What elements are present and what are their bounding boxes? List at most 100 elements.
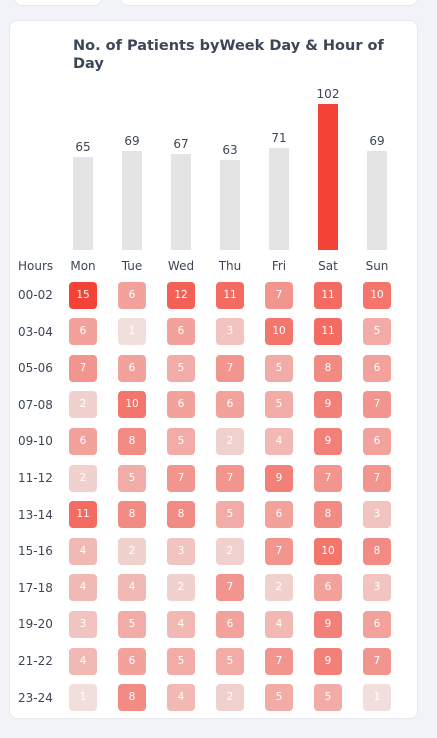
chart-title: No. of Patients byWeek Day & Hour of Day bbox=[73, 38, 384, 72]
day-total-bar bbox=[171, 154, 191, 250]
heatmap-cell: 1 bbox=[69, 684, 97, 712]
heatmap-cell: 6 bbox=[167, 391, 195, 419]
hour-row-label: 17-18 bbox=[18, 580, 53, 595]
day-total-label: 71 bbox=[271, 131, 287, 146]
day-total-bar bbox=[122, 151, 142, 250]
heatmap-cell: 9 bbox=[314, 427, 342, 455]
heatmap-cell: 2 bbox=[118, 537, 146, 565]
hour-row-label: 23-24 bbox=[18, 690, 53, 705]
heatmap-cell: 6 bbox=[363, 427, 391, 455]
day-total-label: 102 bbox=[316, 87, 340, 102]
day-total-bar bbox=[73, 157, 93, 250]
hour-row-label: 19-20 bbox=[18, 617, 53, 632]
heatmap-cell: 5 bbox=[314, 684, 342, 712]
heatmap-cell: 7 bbox=[216, 354, 244, 382]
heatmap-cell: 11 bbox=[69, 501, 97, 529]
heatmap-cell: 4 bbox=[69, 647, 97, 675]
heatmap-cell: 5 bbox=[118, 464, 146, 492]
day-total-label: 69 bbox=[124, 134, 140, 149]
heatmap-cell: 8 bbox=[314, 501, 342, 529]
hour-row-label: 07-08 bbox=[18, 397, 53, 412]
heatmap-cell: 8 bbox=[118, 427, 146, 455]
heatmap-cell: 6 bbox=[69, 427, 97, 455]
heatmap-cell: 4 bbox=[69, 574, 97, 602]
heatmap-cell: 7 bbox=[167, 464, 195, 492]
heatmap-cell: 5 bbox=[216, 647, 244, 675]
hour-row-label: 05-06 bbox=[18, 361, 53, 376]
heatmap-cell: 6 bbox=[216, 391, 244, 419]
heatmap-cell: 5 bbox=[265, 684, 293, 712]
heatmap-cell: 7 bbox=[69, 354, 97, 382]
heatmap-cell: 12 bbox=[167, 281, 195, 309]
day-total-bar bbox=[220, 159, 240, 250]
heatmap-cell: 4 bbox=[167, 684, 195, 712]
day-header: Tue bbox=[121, 259, 143, 273]
heatmap-cell: 6 bbox=[118, 354, 146, 382]
heatmap-cell: 5 bbox=[265, 391, 293, 419]
heatmap-cell: 7 bbox=[363, 464, 391, 492]
heatmap-cell: 5 bbox=[167, 427, 195, 455]
day-header: Sun bbox=[365, 259, 389, 273]
hour-row-label: 13-14 bbox=[18, 507, 53, 522]
hour-row-label: 21-22 bbox=[18, 654, 53, 668]
heatmap-cell: 10 bbox=[118, 391, 146, 419]
hour-row-label: 09-10 bbox=[18, 434, 53, 449]
day-header: Mon bbox=[70, 259, 96, 273]
heatmap-cell: 8 bbox=[363, 537, 391, 565]
day-total-label: 63 bbox=[222, 142, 238, 157]
heatmap-cell: 7 bbox=[265, 537, 293, 565]
day-header: Wed bbox=[167, 259, 195, 273]
heatmap-cell: 5 bbox=[216, 501, 244, 529]
heatmap-cell: 9 bbox=[265, 464, 293, 492]
heatmap-cell: 11 bbox=[314, 318, 342, 346]
heatmap-cell: 5 bbox=[167, 354, 195, 382]
heatmap-cell: 2 bbox=[216, 427, 244, 455]
heatmap-cell: 5 bbox=[265, 354, 293, 382]
heatmap-cell: 3 bbox=[363, 574, 391, 602]
heatmap-cell: 10 bbox=[314, 537, 342, 565]
heatmap-cell: 6 bbox=[118, 647, 146, 675]
heatmap-cell: 2 bbox=[69, 391, 97, 419]
day-header: Sat bbox=[318, 259, 338, 273]
hour-row-label: 00-02 bbox=[18, 288, 53, 302]
day-total-label: 65 bbox=[75, 140, 91, 155]
heatmap-cell: 2 bbox=[216, 684, 244, 712]
hour-row-label: 11-12 bbox=[18, 471, 53, 485]
heatmap-cell: 4 bbox=[69, 537, 97, 565]
heatmap-cell: 15 bbox=[69, 281, 97, 309]
heatmap-cell: 1 bbox=[118, 318, 146, 346]
day-header: Thu bbox=[218, 259, 242, 273]
heatmap-cell: 2 bbox=[69, 464, 97, 492]
heatmap-cell: 4 bbox=[265, 427, 293, 455]
heatmap-cell: 7 bbox=[216, 464, 244, 492]
heatmap-cell: 9 bbox=[314, 647, 342, 675]
heatmap-cell: 8 bbox=[167, 501, 195, 529]
hours-axis-label: Hours bbox=[18, 259, 54, 273]
heatmap-cell: 6 bbox=[69, 318, 97, 346]
day-total-bar bbox=[318, 104, 338, 250]
heatmap-cell: 6 bbox=[265, 501, 293, 529]
heatmap-cell: 7 bbox=[363, 647, 391, 675]
heatmap-cell: 8 bbox=[118, 684, 146, 712]
heatmap-cell: 10 bbox=[363, 281, 391, 309]
previous-card-edge-right bbox=[120, 0, 418, 6]
day-header: Fri bbox=[271, 259, 287, 273]
heatmap-cell: 7 bbox=[265, 281, 293, 309]
heatmap-cell: 6 bbox=[216, 610, 244, 638]
heatmap-cell: 7 bbox=[314, 464, 342, 492]
heatmap-cell: 6 bbox=[167, 318, 195, 346]
heatmap-cell: 5 bbox=[167, 647, 195, 675]
heatmap-cell: 4 bbox=[118, 574, 146, 602]
heatmap-cell: 11 bbox=[314, 281, 342, 309]
heatmap-cell: 5 bbox=[118, 610, 146, 638]
heatmap-cell: 3 bbox=[167, 537, 195, 565]
day-total-label: 67 bbox=[173, 137, 189, 152]
heatmap-cell: 2 bbox=[167, 574, 195, 602]
heatmap-cell: 3 bbox=[363, 501, 391, 529]
heatmap-cell: 4 bbox=[167, 610, 195, 638]
day-total-bar bbox=[367, 151, 387, 250]
heatmap-cell: 4 bbox=[265, 610, 293, 638]
hour-row-label: 03-04 bbox=[18, 324, 53, 339]
heatmap-cell: 2 bbox=[216, 537, 244, 565]
heatmap-cell: 7 bbox=[265, 647, 293, 675]
